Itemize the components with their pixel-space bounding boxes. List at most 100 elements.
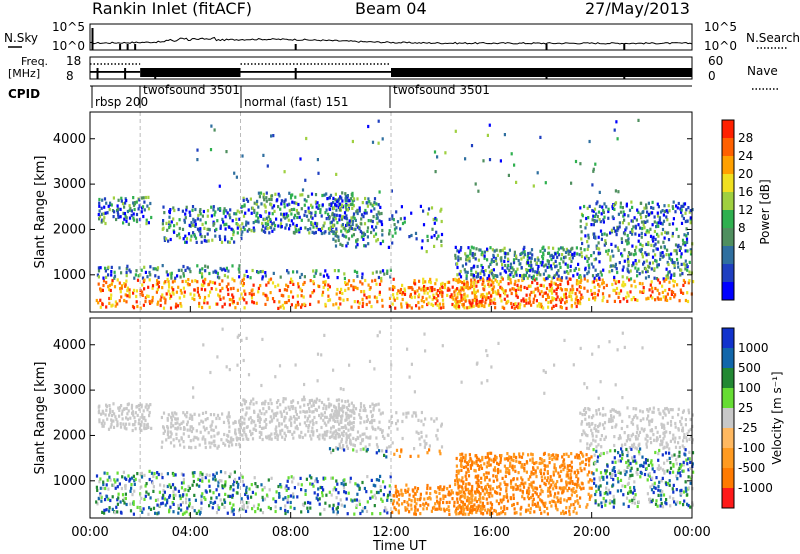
data-cell <box>315 269 318 273</box>
data-cell <box>261 277 264 281</box>
data-cell <box>227 418 230 423</box>
data-cell <box>265 422 268 427</box>
data-cell <box>549 264 553 268</box>
data-cell <box>260 202 263 206</box>
data-cell <box>293 216 296 220</box>
data-cell <box>112 425 116 429</box>
data-cell <box>359 405 363 409</box>
data-cell <box>177 511 180 515</box>
data-cell <box>389 275 392 279</box>
data-cell <box>265 196 268 200</box>
data-cell <box>328 418 332 422</box>
data-cell <box>288 227 291 231</box>
data-cell <box>303 398 306 402</box>
data-cell <box>267 434 270 438</box>
data-cell <box>237 267 240 271</box>
data-cell <box>532 274 535 278</box>
data-cell <box>380 220 383 224</box>
data-cell <box>137 274 140 278</box>
data-cell <box>294 417 297 421</box>
data-cell <box>366 500 369 504</box>
data-cell <box>659 257 662 261</box>
data-cell <box>441 281 444 285</box>
data-cell <box>132 512 135 516</box>
data-cell <box>296 427 299 431</box>
data-cell <box>339 297 342 301</box>
data-cell <box>267 222 270 227</box>
data-cell <box>268 211 271 215</box>
data-cell <box>371 219 374 224</box>
data-cell <box>362 237 365 241</box>
data-cell <box>206 232 209 236</box>
data-cell <box>160 472 163 476</box>
data-cell <box>560 511 563 515</box>
data-cell <box>375 239 378 243</box>
data-cell <box>473 290 476 294</box>
data-cell <box>569 288 572 292</box>
data-cell <box>368 200 371 204</box>
data-cell <box>450 489 453 493</box>
data-cell <box>546 476 549 480</box>
data-cell <box>667 271 670 275</box>
data-cell <box>421 239 424 243</box>
data-cell <box>168 220 171 224</box>
data-cell <box>256 485 259 489</box>
data-cell <box>397 289 400 293</box>
data-cell <box>587 263 590 267</box>
data-cell <box>400 302 403 306</box>
data-cell <box>575 304 578 309</box>
data-cell <box>345 244 348 248</box>
data-cell <box>570 304 573 308</box>
data-cell <box>292 222 295 226</box>
data-cell <box>551 306 554 310</box>
data-cell <box>566 270 569 274</box>
data-cell <box>373 295 376 299</box>
data-cell <box>512 274 515 278</box>
data-cell <box>375 478 378 482</box>
data-cell <box>580 278 583 282</box>
data-cell <box>387 245 390 249</box>
data-cell <box>400 205 403 209</box>
data-cell <box>274 413 278 418</box>
data-cell <box>225 266 228 270</box>
data-cell <box>229 208 232 212</box>
data-cell <box>210 496 213 500</box>
data-cell <box>113 412 116 416</box>
data-cell <box>499 482 502 486</box>
data-cell <box>462 297 465 301</box>
data-cell <box>318 398 321 403</box>
data-cell <box>484 476 487 480</box>
data-cell <box>352 288 355 292</box>
data-cell <box>683 241 686 245</box>
data-cell <box>377 402 380 406</box>
data-cell <box>306 416 310 420</box>
data-cell <box>318 284 321 289</box>
data-cell <box>421 305 424 309</box>
data-cell <box>475 474 478 478</box>
data-cell <box>667 262 670 267</box>
data-cell <box>395 411 398 415</box>
data-cell <box>469 456 472 461</box>
data-cell <box>332 303 335 307</box>
data-cell <box>483 504 486 509</box>
data-cell <box>373 504 376 508</box>
data-cell <box>569 497 572 501</box>
data-cell <box>250 433 253 437</box>
data-cell <box>391 214 394 218</box>
data-cell <box>435 278 438 282</box>
data-cell <box>261 488 264 492</box>
data-cell <box>540 290 543 294</box>
data-cell <box>651 200 654 204</box>
data-cell <box>470 144 474 148</box>
data-cell <box>249 429 252 433</box>
data-cell <box>142 196 145 200</box>
data-cell <box>471 508 474 512</box>
data-cell <box>468 497 471 501</box>
data-cell <box>551 276 554 280</box>
data-cell <box>560 288 564 292</box>
data-cell <box>365 490 368 494</box>
data-cell <box>440 219 443 224</box>
data-cell <box>487 265 490 269</box>
data-cell <box>169 485 172 489</box>
data-cell <box>304 489 307 493</box>
